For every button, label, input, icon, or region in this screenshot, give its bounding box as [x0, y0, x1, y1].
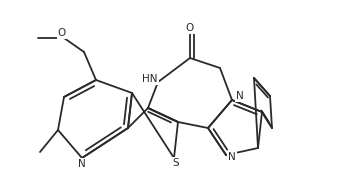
Text: HN: HN	[142, 74, 158, 84]
Text: S: S	[173, 158, 179, 168]
Text: N: N	[78, 159, 86, 169]
Text: N: N	[236, 91, 244, 101]
Text: O: O	[186, 23, 194, 33]
Text: O: O	[58, 28, 66, 38]
Text: N: N	[228, 152, 236, 162]
